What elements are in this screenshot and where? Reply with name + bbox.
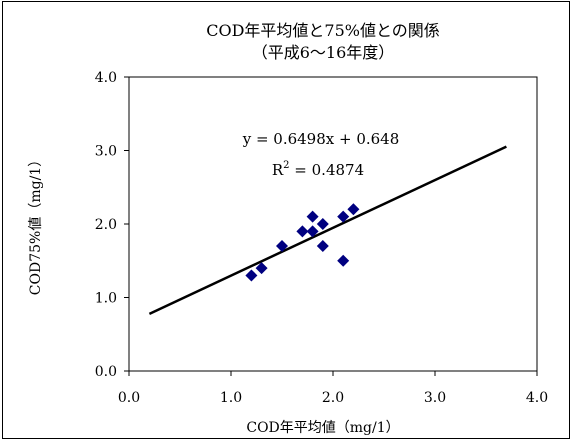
x-tick-label: 0.0 bbox=[118, 390, 140, 406]
y-tick-label: 4.0 bbox=[95, 70, 117, 86]
r-squared-superscript: 2 bbox=[283, 160, 289, 171]
r-squared-value: = 0.4874 bbox=[290, 161, 365, 179]
plot-area bbox=[128, 76, 538, 372]
x-tick-label: 2.0 bbox=[322, 390, 344, 406]
y-axis-ticks: 0.0 1.0 2.0 3.0 4.0 bbox=[95, 70, 129, 380]
data-point bbox=[347, 203, 360, 216]
y-tick-label: 3.0 bbox=[95, 144, 117, 160]
y-tick-label: 1.0 bbox=[95, 291, 117, 307]
x-tick-label: 4.0 bbox=[526, 390, 548, 406]
trendline bbox=[148, 145, 507, 315]
data-point bbox=[296, 225, 309, 238]
data-point bbox=[337, 254, 350, 267]
y-axis-label: COD75%値（mg/1） bbox=[28, 153, 44, 295]
r-squared-symbol: R bbox=[272, 161, 284, 179]
data-point bbox=[245, 269, 258, 282]
x-tick-label: 1.0 bbox=[220, 390, 242, 406]
chart-subtitle: （平成6～16年度） bbox=[252, 43, 395, 62]
data-point bbox=[306, 210, 319, 223]
r-squared-label: R2 = 0.4874 bbox=[272, 160, 364, 179]
x-axis-ticks: 0.0 1.0 2.0 3.0 4.0 bbox=[118, 371, 548, 406]
y-tick-label: 0.0 bbox=[95, 364, 117, 380]
chart-title: COD年平均値と75%値との関係 bbox=[206, 21, 440, 40]
x-tick-label: 3.0 bbox=[424, 390, 446, 406]
data-points bbox=[245, 203, 360, 282]
data-point bbox=[306, 225, 319, 238]
data-point bbox=[337, 210, 350, 223]
x-axis-label: COD年平均値（mg/1） bbox=[246, 420, 399, 436]
y-tick-label: 2.0 bbox=[95, 217, 117, 233]
data-point bbox=[316, 240, 329, 253]
data-point bbox=[276, 240, 288, 253]
trendline-equation: y = 0.6498x + 0.648 bbox=[242, 130, 400, 148]
data-point bbox=[316, 218, 329, 230]
data-point bbox=[255, 262, 268, 275]
